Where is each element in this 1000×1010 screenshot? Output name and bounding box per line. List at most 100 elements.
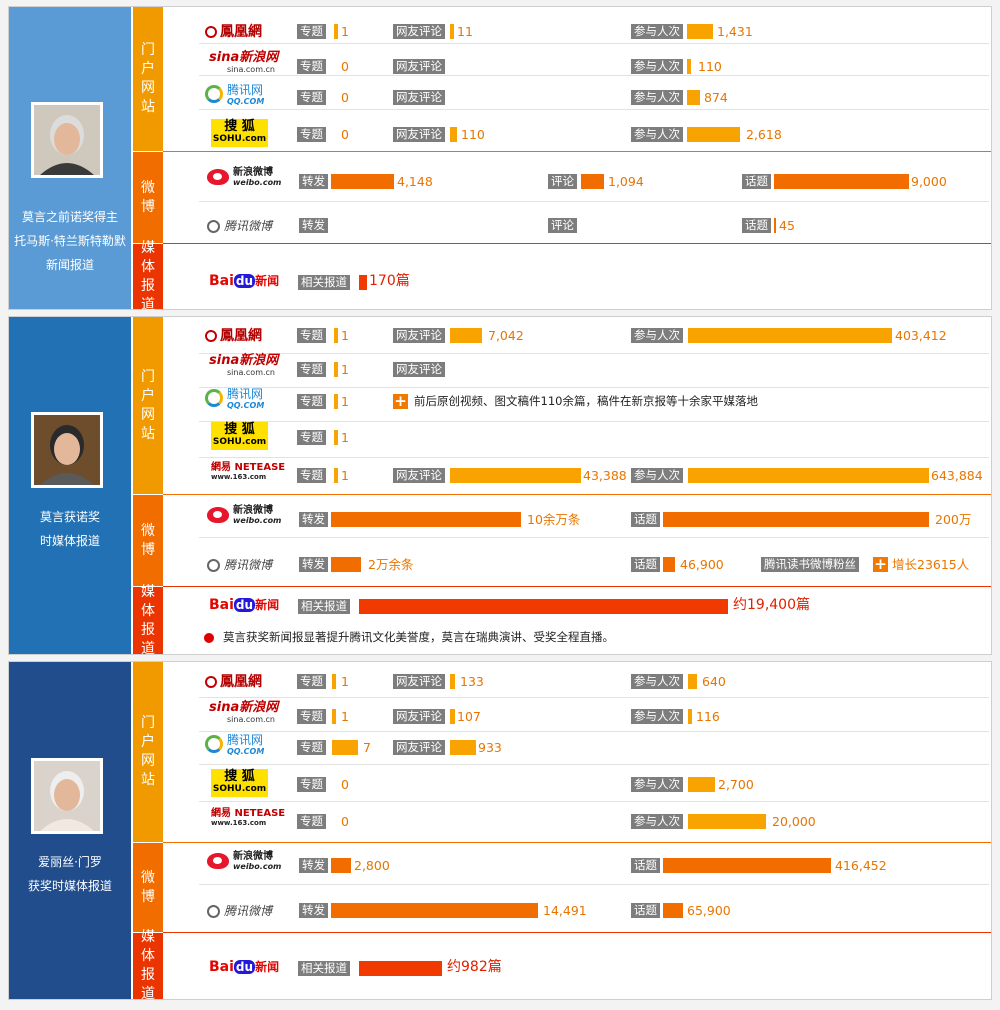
tencent-weibo-icon [207, 220, 220, 233]
reposts-bar [331, 174, 394, 189]
qq-logo-sub: QQ.COM [227, 401, 265, 410]
topic-value: 1 [341, 674, 349, 689]
caption-line: 托马斯·特兰斯特勒默 [14, 234, 126, 248]
label-comments: 网友评论 [393, 740, 445, 755]
tranströmer-photo [31, 102, 103, 178]
section-label-portal: 门户网站 [141, 368, 155, 442]
sina-logo-text: sina新浪网 [209, 353, 279, 368]
label-topic: 专题 [297, 59, 326, 74]
label-reposts: 转发 [299, 174, 328, 189]
sina-weibo-text: 新浪微博 [233, 851, 273, 862]
label-topic: 专题 [297, 674, 326, 689]
label-qq_reading_fans: 腾讯读书微博粉丝 [761, 557, 859, 572]
hashtag-bar [774, 218, 776, 233]
label-reposts: 转发 [299, 512, 328, 527]
tencent-weibo-logo: 腾讯微博 [207, 217, 272, 234]
topic-bar [334, 362, 338, 377]
baidu-paw-icon: du [233, 598, 256, 612]
baidu-news-text: 新闻 [255, 960, 280, 974]
person-column: 莫言之前诺奖得主 托马斯·特兰斯特勒默 新闻报道 [9, 7, 131, 309]
comments-value: 933 [478, 740, 502, 755]
label-hashtag: 话题 [742, 218, 771, 233]
topic-value: 0 [341, 814, 349, 829]
ifeng-logo: 鳳凰網 [205, 671, 262, 691]
topic-value: 1 [341, 709, 349, 724]
qq-ring-icon [205, 389, 223, 407]
label-topic: 专题 [297, 362, 326, 377]
topic-bar [332, 740, 358, 755]
participants-value: 2,700 [718, 777, 754, 792]
label-participants: 参与人次 [631, 674, 683, 689]
sina-logo: sina新浪网 sina.com.cn [209, 353, 279, 378]
label-participants: 参与人次 [631, 328, 683, 343]
topic-value: 1 [341, 362, 349, 377]
section-divider [163, 932, 991, 933]
section-divider [163, 243, 991, 244]
reposts-value: 4,148 [397, 174, 433, 189]
row-divider [199, 75, 989, 76]
hashtag-bar [663, 512, 929, 527]
tencent-weibo-logo: 腾讯微博 [207, 556, 272, 573]
sohu-logo-text: 搜 狐 [224, 422, 255, 437]
row-divider [199, 764, 989, 765]
ifeng-logo-text: 鳳凰網 [220, 674, 262, 690]
hashtag-value: 416,452 [835, 858, 887, 873]
label-hashtag: 话题 [631, 512, 660, 527]
review-value: 1,094 [608, 174, 644, 189]
section-label-media: 媒体报道 [141, 929, 155, 1002]
participants-value: 116 [696, 709, 720, 724]
sohu-logo: 搜 狐 SOHU.com [211, 769, 268, 797]
baidu-paw-icon: du [233, 960, 256, 974]
row-divider [199, 697, 989, 698]
hashtag-bar [774, 174, 909, 189]
reposts-bar [331, 903, 538, 918]
tencent-weibo-icon [207, 559, 220, 572]
sohu-logo: 搜 狐 SOHU.com [211, 119, 268, 147]
mo-yan-photo [31, 412, 103, 488]
label-comments: 网友评论 [393, 468, 445, 483]
label-topic: 专题 [297, 90, 326, 105]
person-caption: 莫言之前诺奖得主 托马斯·特兰斯特勒默 新闻报道 [9, 205, 131, 277]
topic-value: 0 [341, 59, 349, 74]
topic-value: 1 [341, 394, 349, 409]
sina-logo-text: sina新浪网 [209, 50, 279, 65]
label-participants: 参与人次 [631, 709, 683, 724]
label-participants: 参与人次 [631, 814, 683, 829]
tencent-weibo-icon [207, 905, 220, 918]
label-topic: 专题 [297, 468, 326, 483]
hashtag-value: 65,900 [687, 903, 731, 918]
topic-bar [334, 24, 338, 39]
label-review: 评论 [548, 174, 577, 189]
label-reposts: 转发 [299, 903, 328, 918]
label-comments: 网友评论 [393, 362, 445, 377]
tencent-weibo-text: 腾讯微博 [224, 219, 273, 233]
row-divider [199, 421, 989, 422]
label-comments: 网友评论 [393, 24, 445, 39]
row-divider [199, 109, 989, 110]
sina-weibo-logo: 新浪微博 weibo.com [207, 851, 281, 871]
hashtag-value: 9,000 [911, 174, 947, 189]
participants-bar [688, 709, 692, 724]
reposts-value: 14,491 [543, 903, 587, 918]
label-participants: 参与人次 [631, 468, 683, 483]
alice-munro-photo [31, 758, 103, 834]
label-participants: 参与人次 [631, 127, 683, 142]
baidu-news-text: 新闻 [255, 598, 280, 612]
hashtag-value: 45 [779, 218, 795, 233]
hashtag-bar [663, 903, 683, 918]
participants-value: 874 [704, 90, 728, 105]
baidu-bai-text: Bai [209, 273, 234, 289]
participants-value: 640 [702, 674, 726, 689]
sina-logo-sub: sina.com.cn [227, 65, 276, 74]
participants-bar [688, 777, 715, 792]
comments-bar [450, 468, 581, 483]
qq-logo-text: 腾讯网 [227, 387, 264, 401]
person-caption: 莫言获诺奖 时媒体报道 [9, 505, 131, 553]
topic-value: 0 [341, 90, 349, 105]
comments-value: 11 [457, 24, 473, 39]
section-weibo: 微博 [133, 152, 163, 243]
topic-bar [334, 468, 338, 483]
participants-value: 110 [698, 59, 722, 74]
label-related: 相关报道 [298, 961, 350, 976]
netease-logo: 網易 NETEASE www.163.com [211, 808, 285, 827]
